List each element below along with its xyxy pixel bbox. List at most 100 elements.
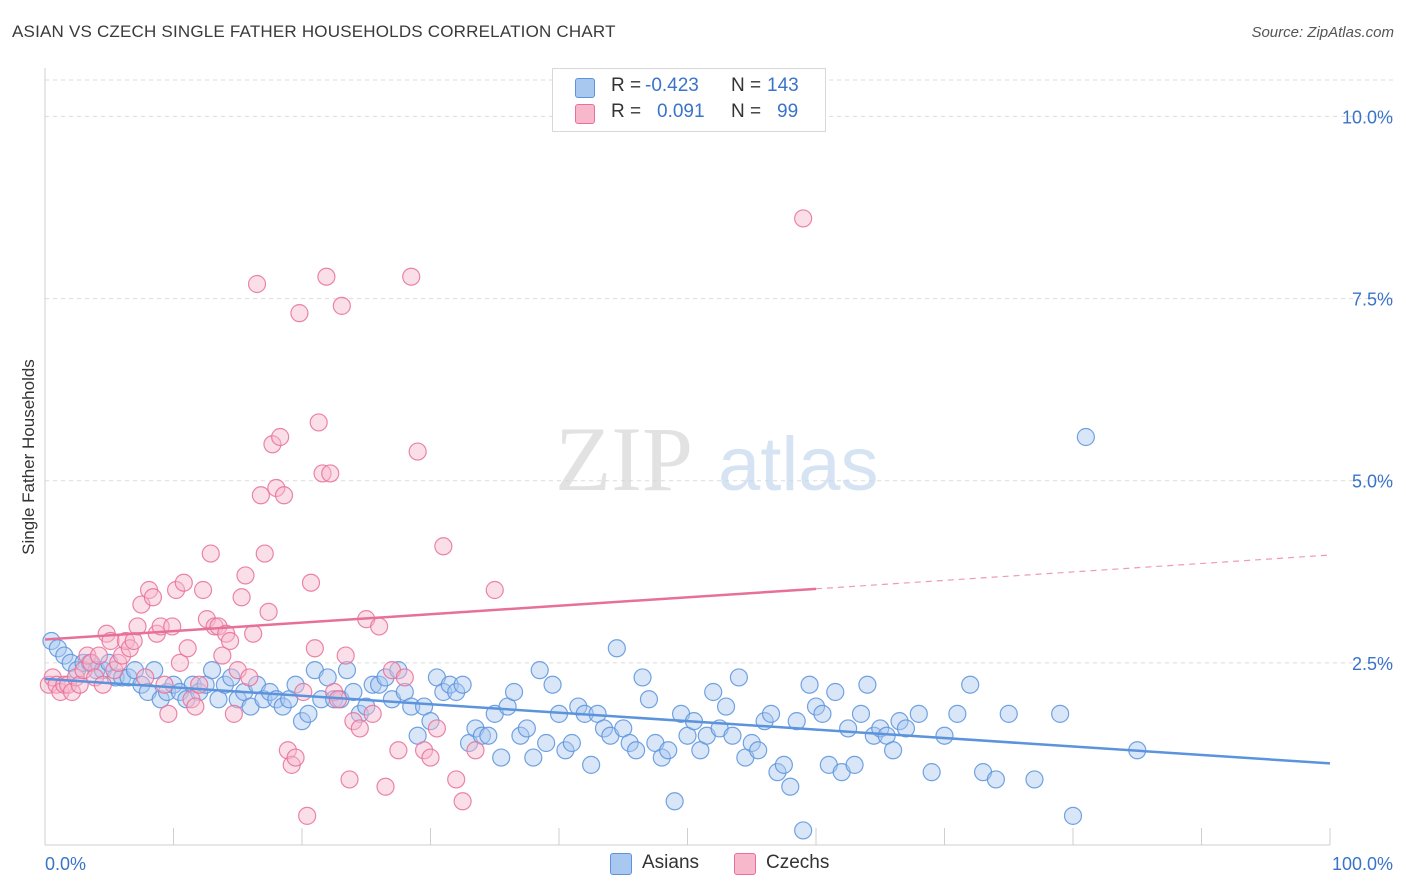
data-point: [986, 770, 1006, 789]
data-point: [896, 719, 916, 738]
data-point: [344, 682, 363, 702]
data-point: [447, 770, 466, 789]
data-point: [774, 755, 793, 774]
data-point: [479, 726, 498, 745]
data-point: [434, 537, 453, 556]
data-point: [704, 682, 723, 702]
data-point: [1076, 427, 1095, 447]
data-point: [839, 719, 858, 738]
data-point: [344, 712, 363, 731]
data-point: [414, 741, 434, 760]
data-point: [890, 712, 909, 731]
data-point: [768, 763, 787, 782]
data-point: [286, 675, 305, 694]
data-point: [524, 748, 543, 767]
data-point: [151, 690, 170, 709]
y-axis-label: Single Father Households: [19, 359, 38, 555]
data-point: [255, 544, 274, 563]
legend-n-value: 99: [777, 101, 799, 122]
data-point: [485, 580, 504, 600]
data-point: [440, 675, 459, 694]
axes: [44, 68, 1331, 846]
data-point: [421, 712, 440, 731]
y-tick-label: 7.5%: [1352, 290, 1393, 310]
data-point: [247, 274, 267, 294]
data-point: [427, 719, 447, 738]
data-point: [948, 704, 967, 723]
data-point: [317, 267, 336, 286]
data-point: [517, 719, 536, 738]
data-point: [562, 733, 581, 753]
data-point: [434, 682, 453, 702]
data-point: [749, 741, 768, 760]
data-point: [716, 697, 736, 716]
data-point: [202, 661, 222, 680]
x-tick-label: 100.0%: [1332, 854, 1393, 874]
data-point: [267, 478, 286, 498]
legend-r-label: R =: [611, 101, 642, 122]
data-point: [787, 712, 806, 731]
data-point: [240, 668, 259, 687]
data-point: [794, 821, 813, 840]
data-point: [999, 704, 1018, 723]
legend-box: R = -0.423 N = 143 R = 0.091 N = 99: [552, 68, 826, 132]
data-point: [278, 741, 297, 760]
data-point: [800, 675, 819, 694]
data-point: [259, 602, 278, 621]
data-point: [665, 792, 684, 811]
data-point: [166, 580, 186, 600]
data-point: [236, 566, 255, 585]
data-point: [922, 763, 941, 782]
data-point: [301, 573, 321, 592]
data-point: [155, 675, 174, 694]
data-point: [350, 704, 369, 723]
source-label: Source: ZipAtlas.com: [1251, 24, 1394, 41]
series-asians: [42, 427, 1147, 840]
y-tick-label: 2.5%: [1352, 654, 1393, 674]
bottom-legend-label-czechs: Czechs: [766, 852, 830, 873]
data-point: [224, 704, 243, 723]
data-point: [395, 668, 414, 687]
data-point: [466, 741, 485, 760]
data-point: [421, 748, 440, 767]
data-point: [504, 682, 524, 702]
data-point: [806, 697, 826, 716]
data-point: [205, 617, 224, 636]
data-point: [935, 726, 954, 745]
data-point: [292, 712, 312, 731]
data-point: [845, 755, 864, 774]
data-point: [370, 617, 389, 636]
data-point: [1063, 806, 1083, 825]
data-point: [186, 697, 205, 716]
data-point: [961, 675, 980, 694]
legend-n-label: N =: [731, 75, 762, 96]
data-point: [299, 704, 318, 723]
data-point: [112, 646, 132, 665]
data-point: [254, 690, 273, 709]
data-point: [42, 631, 61, 651]
data-point: [337, 661, 357, 680]
data-point: [298, 806, 317, 825]
data-point: [290, 304, 309, 323]
series-czechs: [39, 209, 813, 825]
trend-lines: [44, 554, 1331, 765]
data-point: [582, 755, 601, 774]
x-tick-label: 0.0%: [45, 854, 86, 874]
data-point: [1025, 770, 1044, 789]
data-point: [309, 413, 328, 432]
data-point: [132, 595, 151, 614]
legend-r-value: -0.423: [645, 75, 699, 96]
data-point: [794, 209, 813, 228]
data-point: [453, 792, 472, 811]
data-point: [543, 675, 562, 694]
data-point: [363, 704, 382, 723]
data-point: [742, 733, 761, 753]
data-point: [313, 464, 332, 483]
legend-swatch-asians: [575, 78, 595, 98]
data-point: [201, 544, 220, 563]
data-point: [220, 631, 240, 651]
data-point: [136, 668, 155, 687]
data-point: [626, 741, 646, 760]
data-point: [858, 675, 877, 694]
